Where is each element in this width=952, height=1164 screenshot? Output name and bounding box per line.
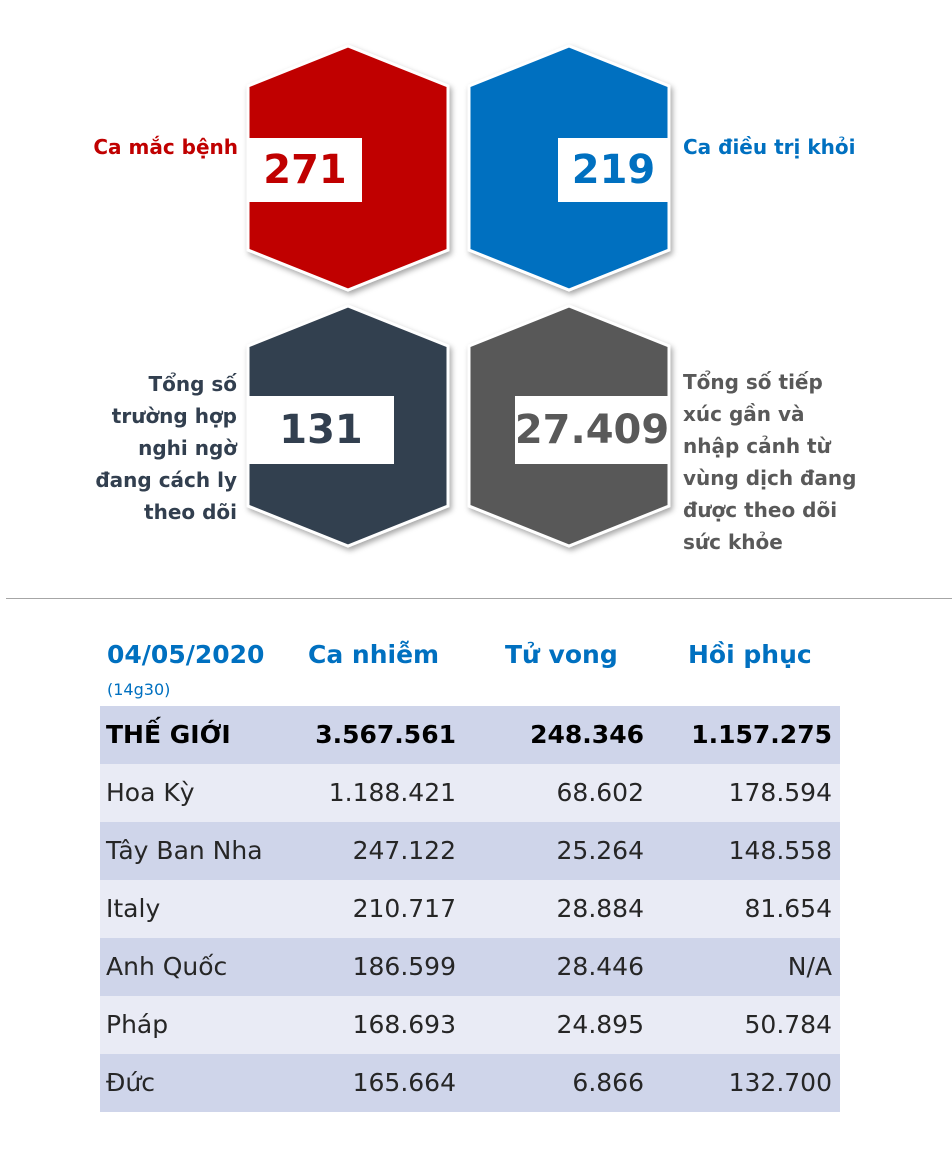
cell-deaths: 6.866 [572,1068,644,1097]
world-stats-table: THẾ GIỚI 3.567.561 248.346 1.157.275 Hoa… [100,706,840,1112]
table-row: Anh Quốc 186.599 28.446 N/A [100,938,840,996]
cell-country: Pháp [106,1010,169,1039]
cell-country: Italy [106,894,161,923]
stat-value-cases: 271 [248,138,362,202]
stat-label-cases: Ca mắc bệnh [93,135,238,159]
stat-label-recovered: Ca điều trị khỏi [683,135,856,159]
cell-recovered: 178.594 [728,778,832,807]
table-row: Italy 210.717 28.884 81.654 [100,880,840,938]
cell-deaths: 24.895 [556,1010,644,1039]
cell-cases: 168.693 [352,1010,456,1039]
cell-cases: 165.664 [352,1068,456,1097]
cell-cases: 3.567.561 [315,720,456,749]
cell-cases: 210.717 [352,894,456,923]
stat-value-suspected: 131 [248,396,394,464]
cell-country: Anh Quốc [106,952,228,981]
cell-recovered: 132.700 [728,1068,832,1097]
cell-cases: 1.188.421 [328,778,456,807]
cell-deaths: 25.264 [556,836,644,865]
stat-label-contacts: Tổng số tiếp xúc gần và nhập cảnh từ vùn… [683,370,857,554]
cell-recovered: 1.157.275 [691,720,832,749]
cell-recovered: 50.784 [744,1010,832,1039]
cell-country: THẾ GIỚI [106,720,231,749]
section-divider [6,598,952,599]
cell-deaths: 68.602 [556,778,644,807]
cell-recovered: N/A [787,952,832,981]
stat-value-recovered: 219 [558,138,669,202]
cell-country: Hoa Kỳ [106,778,195,807]
header-recovered: Hồi phục [688,640,812,669]
table-row: Tây Ban Nha 247.122 25.264 148.558 [100,822,840,880]
cell-cases: 186.599 [352,952,456,981]
stat-label-suspected: Tổng số trường hợp nghi ngờ đang cách ly… [95,372,237,524]
table-time: (14g30) [107,680,171,699]
cell-deaths: 248.346 [530,720,644,749]
cell-country: Tây Ban Nha [106,836,263,865]
table-row-world: THẾ GIỚI 3.567.561 248.346 1.157.275 [100,706,840,764]
header-cases: Ca nhiễm [308,640,440,669]
table-row: Hoa Kỳ 1.188.421 68.602 178.594 [100,764,840,822]
cell-deaths: 28.884 [556,894,644,923]
stat-value-contacts: 27.409 [515,396,669,464]
cell-cases: 247.122 [352,836,456,865]
cell-deaths: 28.446 [556,952,644,981]
cell-recovered: 148.558 [728,836,832,865]
table-date: 04/05/2020 [107,640,265,669]
table-row: Pháp 168.693 24.895 50.784 [100,996,840,1054]
table-row: Đức 165.664 6.866 132.700 [100,1054,840,1112]
cell-recovered: 81.654 [744,894,832,923]
cell-country: Đức [106,1068,155,1097]
header-deaths: Tử vong [505,640,618,669]
